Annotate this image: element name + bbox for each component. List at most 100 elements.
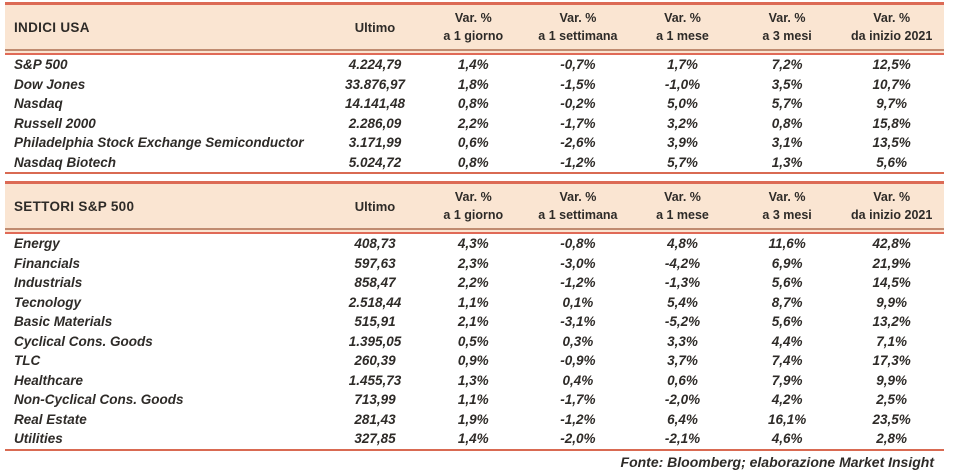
period-label: a 1 mese: [656, 208, 709, 222]
ultimo-cell: 2.518,44: [348, 294, 402, 310]
var-ytd-cell: 10,7%: [872, 76, 911, 92]
indici-usa-header-row: INDICI USA Ultimo Var. % a 1 giorno Var.…: [5, 5, 944, 49]
sector-name-cell: Real Estate: [14, 411, 87, 427]
var-ytd-cell: 12,5%: [872, 57, 911, 73]
var-3m-cell: 7,9%: [771, 372, 803, 388]
ultimo-cell: 33.876,97: [344, 76, 406, 92]
sector-name-cell: Cyclical Cons. Goods: [14, 333, 153, 349]
var-1w-cell: 0,3%: [562, 333, 594, 349]
table-top-border: [5, 2, 944, 5]
var-column-headers: Var. % a 1 giorno Var. % a 1 settimana V…: [421, 5, 944, 49]
index-name-cell: Philadelphia Stock Exchange Semiconducto…: [14, 135, 304, 151]
ultimo-cell: 858,47: [354, 275, 396, 291]
table-row: Dow Jones 33.876,97 1,8% -1,5% -1,0% 3,5…: [5, 75, 944, 95]
var-label: Var. %: [454, 11, 492, 25]
var-ytd-cell: 5,6%: [876, 154, 908, 170]
column-header-var: Var. % a 1 giorno: [421, 5, 526, 49]
ultimo-cell: 713,99: [354, 392, 396, 408]
var-1w-cell: -0,2%: [560, 96, 596, 112]
column-header-var: Var. % a 3 mesi: [735, 184, 840, 228]
var-3m-cell: 5,7%: [771, 96, 803, 112]
var-1d-cell: 1,9%: [457, 411, 489, 427]
var-1m-cell: -1,0%: [664, 76, 701, 92]
index-name-cell: Russell 2000: [14, 115, 96, 131]
var-1d-cell: 2,2%: [457, 275, 489, 291]
column-header-ultimo: Ultimo: [354, 198, 396, 214]
column-header-var: Var. % a 1 settimana: [526, 184, 631, 228]
var-1w-cell: -1,7%: [560, 115, 596, 131]
var-label: Var. %: [559, 190, 597, 204]
var-1d-cell: 1,8%: [457, 76, 489, 92]
ultimo-cell: 327,85: [354, 431, 396, 447]
var-ytd-cell: 2,5%: [876, 392, 908, 408]
var-1m-cell: -5,2%: [664, 314, 701, 330]
period-label: a 3 mesi: [762, 208, 812, 222]
var-3m-cell: 7,4%: [771, 353, 803, 369]
var-1d-cell: 1,4%: [457, 431, 489, 447]
var-1m-cell: -4,2%: [664, 255, 701, 271]
var-1m-cell: 4,8%: [667, 236, 698, 252]
period-label: a 1 settimana: [538, 208, 618, 222]
sector-name-cell: Industrials: [14, 275, 83, 291]
ultimo-cell: 4.224,79: [348, 57, 402, 73]
var-1m-cell: 0,6%: [667, 372, 698, 388]
header-double-border: [5, 228, 944, 234]
period-label: a 3 mesi: [762, 29, 812, 43]
sector-name-cell: TLC: [14, 353, 41, 369]
var-1m-cell: 5,0%: [667, 96, 698, 112]
tables-gap: [5, 174, 962, 181]
index-name-cell: Nasdaq: [14, 96, 63, 112]
var-3m-cell: 3,5%: [771, 76, 803, 92]
var-3m-cell: 5,6%: [771, 314, 803, 330]
var-1w-cell: -0,7%: [560, 57, 596, 73]
column-header-var: Var. % a 1 mese: [630, 5, 735, 49]
indici-usa-table: INDICI USA Ultimo Var. % a 1 giorno Var.…: [5, 2, 944, 174]
table-row: S&P 500 4.224,79 1,4% -0,7% 1,7% 7,2% 12…: [5, 55, 944, 75]
ultimo-cell: 260,39: [354, 353, 396, 369]
var-label: Var. %: [768, 11, 806, 25]
table-row: Tecnology 2.518,44 1,1% 0,1% 5,4% 8,7% 9…: [5, 293, 944, 313]
var-label: Var. %: [873, 11, 911, 25]
var-ytd-cell: 9,9%: [876, 372, 908, 388]
period-label: da inizio 2021: [851, 29, 933, 43]
var-3m-cell: 4,2%: [771, 392, 803, 408]
settori-sp500-table: SETTORI S&P 500 Ultimo Var. % a 1 giorno…: [5, 181, 944, 451]
table-row: TLC 260,39 0,9% -0,9% 3,7% 7,4% 17,3%: [5, 351, 944, 371]
var-1m-cell: -2,1%: [664, 431, 701, 447]
var-1d-cell: 0,5%: [457, 333, 489, 349]
var-1m-cell: -1,3%: [664, 275, 701, 291]
var-1w-cell: -0,8%: [560, 236, 596, 252]
ultimo-cell: 408,73: [354, 236, 396, 252]
source-note: Fonte: Bloomberg; elaborazione Market In…: [620, 453, 934, 470]
var-ytd-cell: 9,9%: [876, 294, 908, 310]
var-ytd-cell: 23,5%: [872, 411, 911, 427]
sector-name-cell: Utilities: [14, 431, 63, 447]
var-1d-cell: 2,2%: [457, 115, 489, 131]
var-label: Var. %: [768, 190, 806, 204]
ultimo-cell: 3.171,99: [348, 135, 402, 151]
table-row: Healthcare 1.455,73 1,3% 0,4% 0,6% 7,9% …: [5, 371, 944, 391]
var-1m-cell: 3,3%: [667, 333, 698, 349]
column-header-var: Var. % a 1 mese: [630, 184, 735, 228]
var-1w-cell: -2,6%: [560, 135, 596, 151]
column-header-var: Var. % a 1 settimana: [526, 5, 631, 49]
column-header-ultimo: Ultimo: [354, 19, 396, 35]
var-ytd-cell: 9,7%: [876, 96, 908, 112]
ultimo-cell: 1.395,05: [348, 333, 402, 349]
var-ytd-cell: 42,8%: [872, 236, 911, 252]
ultimo-cell: 14.141,48: [344, 96, 406, 112]
var-3m-cell: 0,8%: [771, 115, 803, 131]
indici-usa-rows: S&P 500 4.224,79 1,4% -0,7% 1,7% 7,2% 12…: [5, 55, 944, 174]
var-1w-cell: 0,4%: [562, 372, 594, 388]
table-title: SETTORI S&P 500: [14, 198, 135, 214]
var-ytd-cell: 21,9%: [872, 255, 911, 271]
sector-name-cell: Financials: [14, 255, 81, 271]
table-row: Non-Cyclical Cons. Goods 713,99 1,1% -1,…: [5, 390, 944, 410]
var-1w-cell: -3,1%: [560, 314, 596, 330]
var-1w-cell: -0,9%: [560, 353, 596, 369]
period-label: a 1 giorno: [443, 29, 504, 43]
ultimo-cell: 515,91: [354, 314, 396, 330]
var-3m-cell: 11,6%: [768, 236, 806, 252]
settori-header-row: SETTORI S&P 500 Ultimo Var. % a 1 giorno…: [5, 184, 944, 228]
